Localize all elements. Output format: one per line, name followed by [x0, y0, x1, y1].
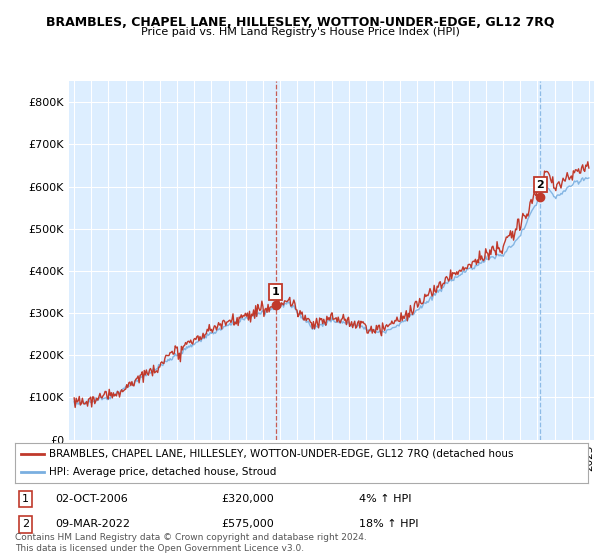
Text: Price paid vs. HM Land Registry's House Price Index (HPI): Price paid vs. HM Land Registry's House … — [140, 27, 460, 38]
Text: 4% ↑ HPI: 4% ↑ HPI — [359, 494, 412, 505]
Text: Contains HM Land Registry data © Crown copyright and database right 2024.: Contains HM Land Registry data © Crown c… — [15, 533, 367, 542]
Text: 1: 1 — [22, 494, 29, 505]
Text: 02-OCT-2006: 02-OCT-2006 — [55, 494, 128, 505]
Text: HPI: Average price, detached house, Stroud: HPI: Average price, detached house, Stro… — [49, 468, 277, 477]
Text: BRAMBLES, CHAPEL LANE, HILLESLEY, WOTTON-UNDER-EDGE, GL12 7RQ: BRAMBLES, CHAPEL LANE, HILLESLEY, WOTTON… — [46, 16, 554, 29]
Text: 2: 2 — [22, 520, 29, 530]
Text: 09-MAR-2022: 09-MAR-2022 — [55, 520, 130, 530]
Text: 18% ↑ HPI: 18% ↑ HPI — [359, 520, 418, 530]
Text: This data is licensed under the Open Government Licence v3.0.: This data is licensed under the Open Gov… — [15, 544, 304, 553]
Text: 2: 2 — [536, 180, 544, 189]
Text: £575,000: £575,000 — [221, 520, 274, 530]
Text: £320,000: £320,000 — [221, 494, 274, 505]
Text: 1: 1 — [272, 287, 280, 297]
Text: BRAMBLES, CHAPEL LANE, HILLESLEY, WOTTON-UNDER-EDGE, GL12 7RQ (detached hous: BRAMBLES, CHAPEL LANE, HILLESLEY, WOTTON… — [49, 449, 514, 459]
